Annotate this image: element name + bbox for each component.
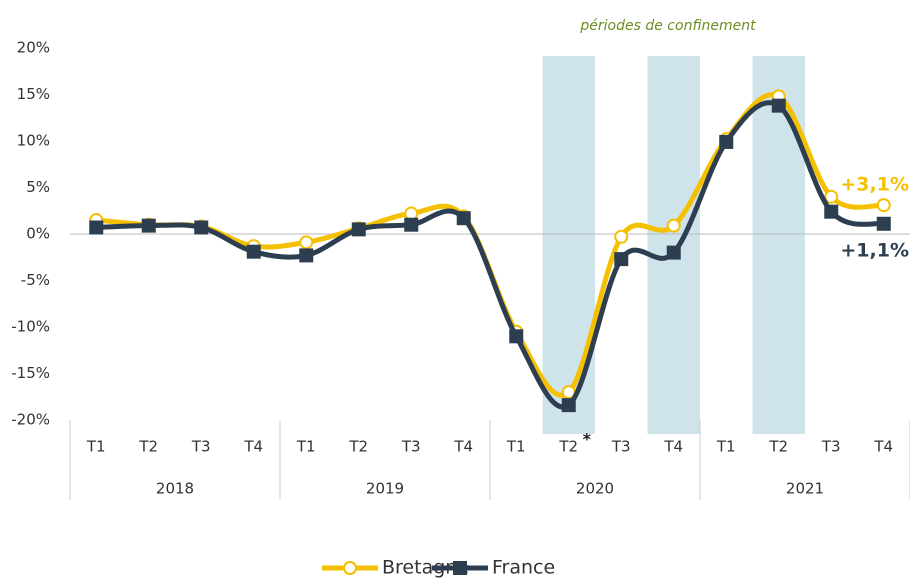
x-tick-label: T4 [873,438,893,456]
confinement-band [752,56,805,434]
x-tick-label: T3 [401,438,421,456]
marker [824,204,839,219]
x-tick-label: T3 [821,438,841,456]
marker [561,398,576,413]
y-tick-label: 5% [26,178,50,196]
x-tick-label: T1 [86,438,106,456]
x-tick-label: T3 [191,438,211,456]
y-tick-label: -10% [11,318,50,336]
footnote-mark: * [583,430,592,449]
x-tick-label: T2 [138,438,158,456]
marker [89,220,104,235]
legend-label: France [492,557,555,578]
x-tick-label: T1 [716,438,736,456]
marker [194,220,209,235]
value-label: +3,1% [840,174,909,196]
marker [141,218,156,233]
x-tick-label: T2 [558,438,578,456]
marker [771,98,786,113]
y-tick-label: -15% [11,364,50,382]
value-label: +1,1% [840,239,909,261]
legend-marker [453,561,467,575]
marker [666,218,681,233]
annotation: périodes de confinement [579,18,756,34]
x-tick-label: T3 [611,438,631,456]
group-label: 2019 [366,480,404,498]
confinement-band [647,56,700,434]
y-tick-label: 20% [17,39,50,57]
y-tick-label: 10% [17,132,50,150]
marker [456,211,471,226]
y-tick-label: -20% [11,411,50,429]
y-tick-label: 0% [26,225,50,243]
marker [824,189,839,204]
marker [614,229,629,244]
confinement-band [542,56,595,434]
group-label: 2018 [156,480,194,498]
marker [299,235,314,250]
marker [719,134,734,149]
x-tick-label: T4 [243,438,263,456]
marker [404,217,419,232]
marker [666,245,681,260]
marker [876,198,891,213]
x-tick-label: T4 [453,438,473,456]
marker [351,222,366,237]
marker [246,244,261,259]
x-tick-label: T2 [348,438,368,456]
group-label: 2020 [576,480,614,498]
x-tick-label: T1 [296,438,316,456]
y-tick-label: -5% [21,271,50,289]
marker [614,252,629,267]
marker [299,248,314,263]
x-tick-label: T1 [506,438,526,456]
highlights [542,56,805,434]
x-tick-label: T2 [768,438,788,456]
marker [876,216,891,231]
legend-label: Bretagne [382,557,469,578]
y-tick-label: 15% [17,85,50,103]
marker [509,329,524,344]
legend-marker [343,561,357,575]
group-label: 2021 [786,480,824,498]
x-tick-label: T4 [663,438,683,456]
